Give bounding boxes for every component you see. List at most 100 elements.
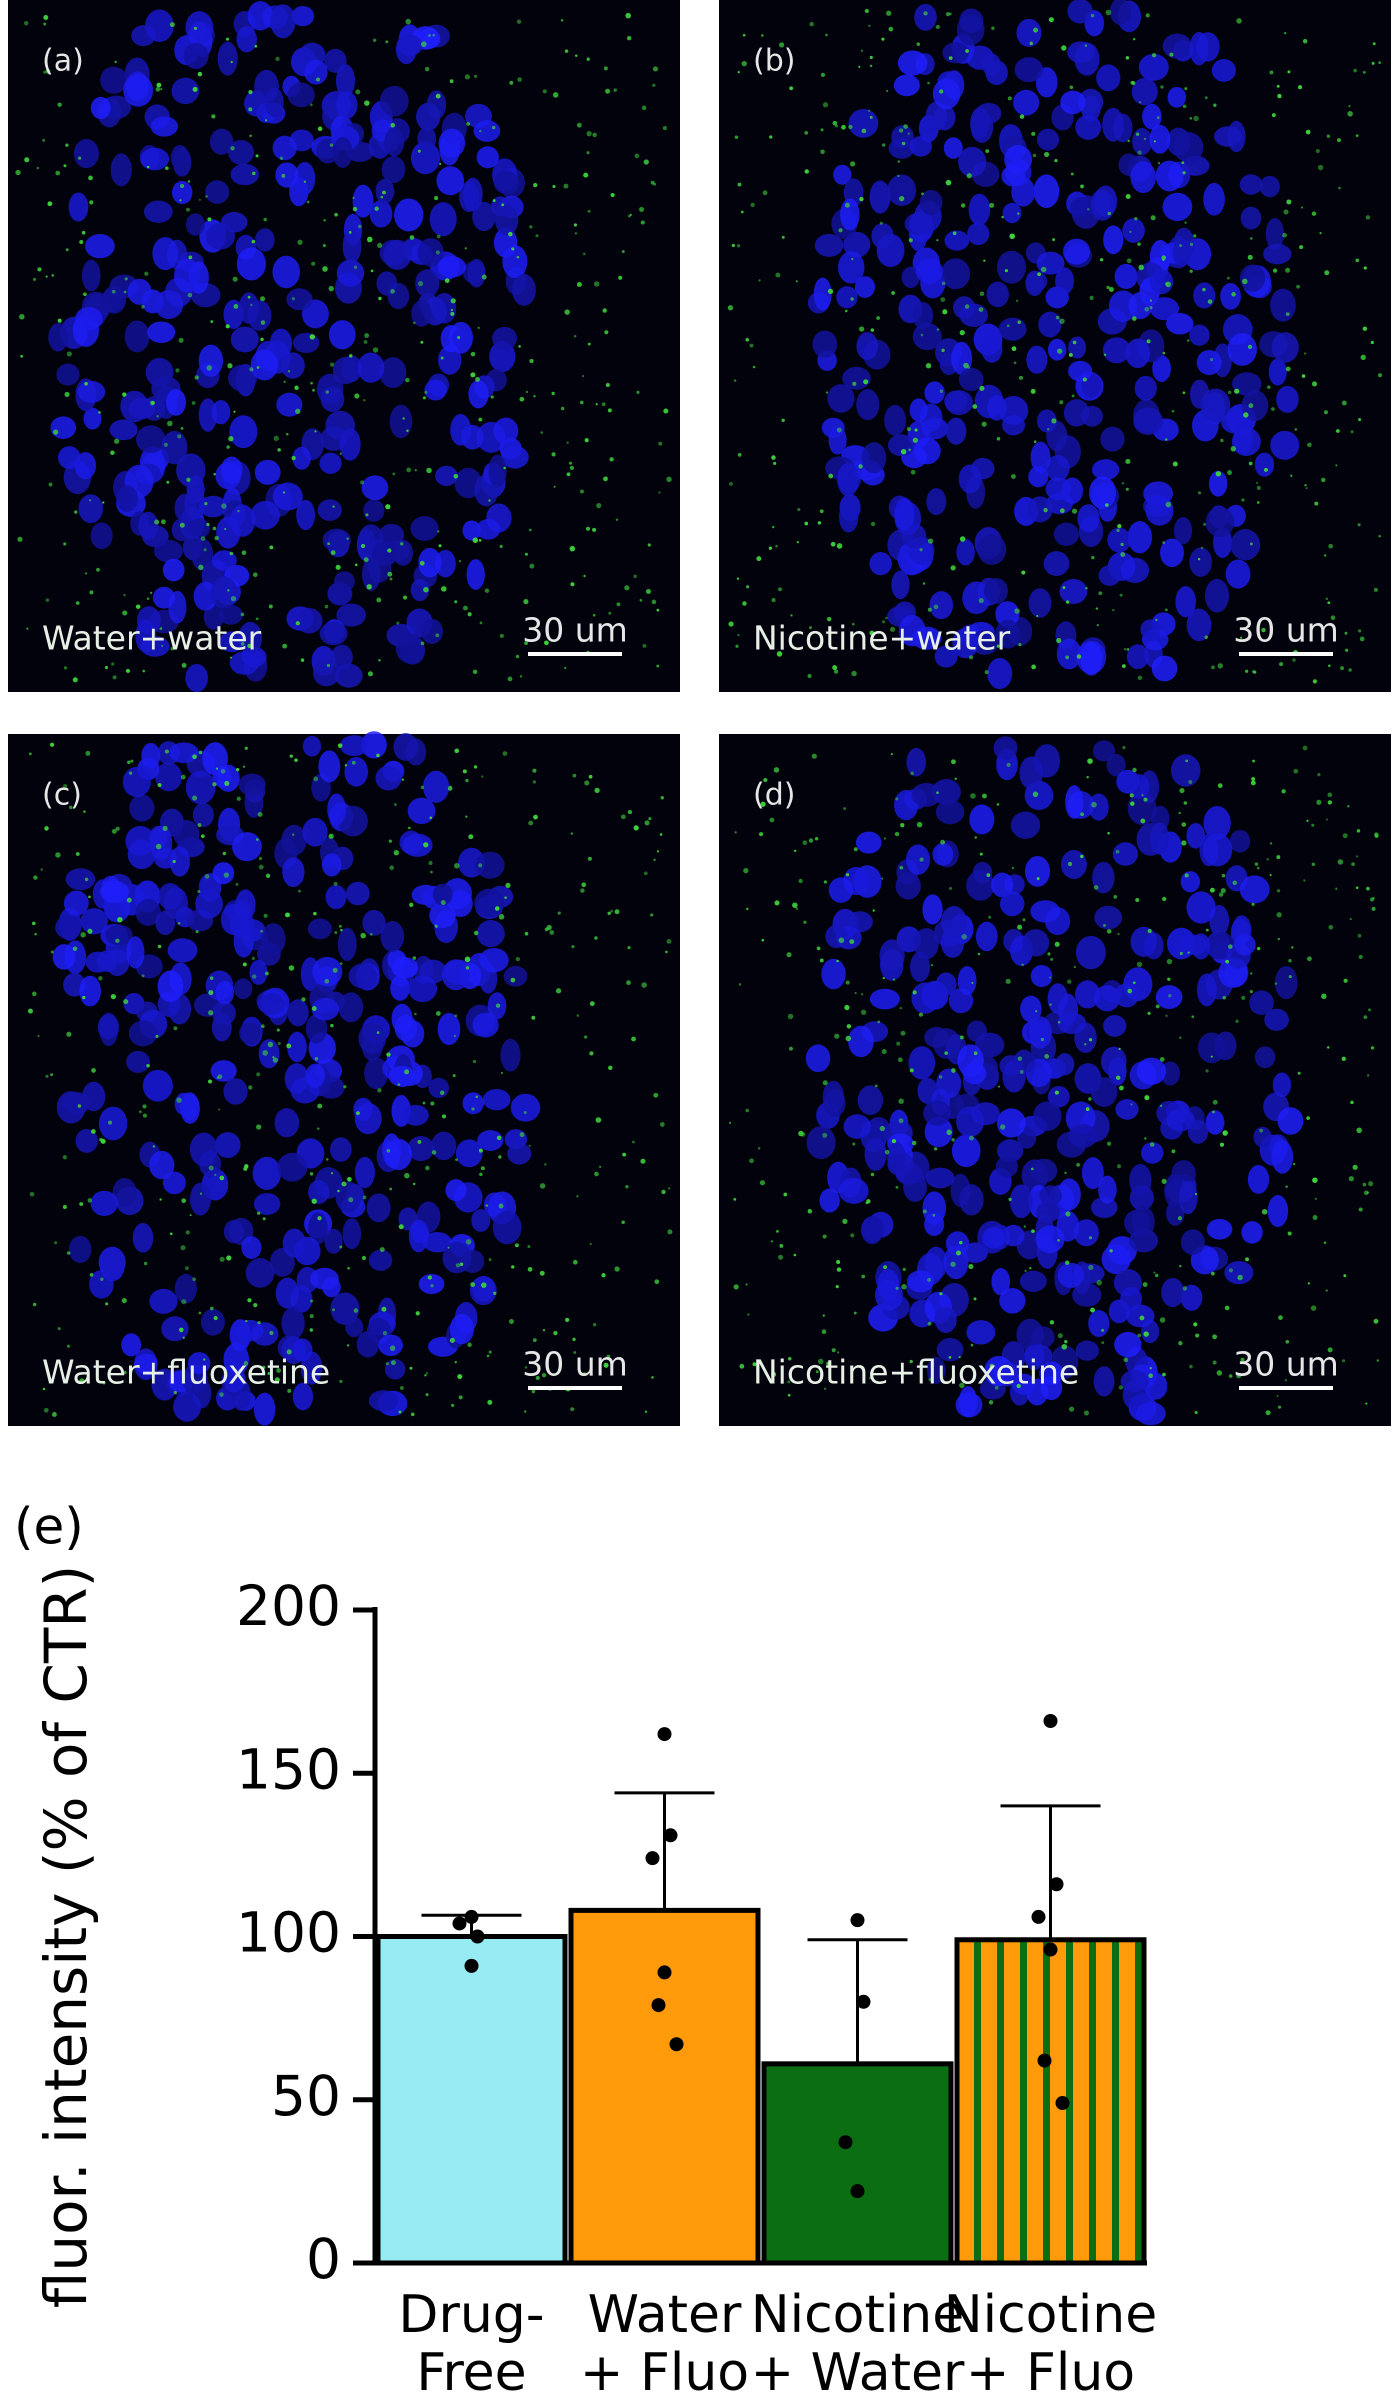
fiber-speck	[1272, 268, 1278, 273]
fiber-speck	[258, 864, 264, 870]
fiber-speck	[1328, 664, 1331, 668]
fiber-speck	[454, 600, 458, 604]
fiber-speck	[182, 1336, 185, 1339]
fiber-speck	[1220, 888, 1226, 894]
fiber-speck	[77, 156, 82, 160]
nucleus	[174, 258, 201, 293]
fiber-speck	[1098, 591, 1103, 596]
fiber-speck	[891, 1139, 897, 1144]
fiber-speck	[1021, 570, 1026, 575]
nucleus	[495, 204, 519, 236]
y-tick-label: 100	[236, 1901, 341, 1965]
fiber-speck	[914, 428, 918, 432]
nucleus	[1036, 409, 1057, 433]
nucleus	[1247, 1165, 1270, 1194]
fiber-speck	[817, 1358, 824, 1365]
fiber-speck	[508, 231, 513, 237]
fiber-speck	[564, 666, 567, 670]
fiber-speck	[1321, 477, 1326, 483]
fiber-speck	[117, 917, 123, 923]
nucleus	[512, 273, 536, 306]
fiber-speck	[49, 742, 55, 747]
nucleus	[265, 87, 284, 118]
nucleus	[1162, 192, 1193, 222]
fiber-speck	[1293, 768, 1299, 774]
fiber-speck	[872, 909, 875, 912]
fiber-speck	[1241, 498, 1245, 502]
fiber-speck	[65, 248, 69, 252]
nucleus	[330, 1292, 360, 1325]
fiber-speck	[868, 24, 871, 28]
fiber-speck	[303, 180, 306, 183]
fiber-speck	[187, 180, 191, 183]
fiber-speck	[781, 235, 785, 239]
fiber-speck	[372, 38, 377, 42]
nucleus	[1267, 1194, 1289, 1228]
data-point	[669, 2037, 684, 2052]
data-point	[645, 1851, 660, 1866]
nucleus	[335, 1181, 362, 1213]
fiber-speck	[571, 945, 575, 949]
fiber-speck	[1142, 1282, 1148, 1287]
fiber-speck	[607, 408, 612, 413]
fiber-speck	[802, 840, 808, 846]
nucleus	[1206, 1218, 1233, 1240]
nucleus	[253, 1392, 276, 1426]
fiber-speck	[1243, 412, 1249, 418]
nucleus	[58, 446, 81, 470]
fiber-speck	[256, 838, 259, 841]
fiber-speck	[1249, 990, 1253, 994]
fiber-speck	[1323, 1241, 1327, 1245]
nucleus	[1249, 990, 1274, 1015]
fiber-speck	[1314, 1197, 1317, 1200]
fiber-speck	[281, 173, 286, 178]
fiber-speck	[363, 557, 369, 563]
fiber-speck	[465, 778, 469, 783]
nucleus	[821, 958, 846, 990]
nucleus	[357, 352, 385, 383]
nucleus	[353, 1097, 374, 1121]
nucleus	[1173, 132, 1204, 163]
fiber-speck	[210, 320, 214, 324]
fiber-speck	[745, 1283, 748, 1286]
fiber-speck	[1125, 458, 1131, 465]
fiber-speck	[141, 305, 145, 309]
fiber-speck	[472, 537, 479, 543]
nucleus	[163, 887, 188, 919]
fiber-speck	[881, 1049, 887, 1055]
fiber-speck	[922, 582, 926, 585]
fiber-speck	[778, 1254, 784, 1260]
fiber-speck	[230, 595, 237, 602]
fiber-speck	[771, 598, 776, 603]
nucleus	[996, 250, 1027, 284]
fiber-speck	[286, 1349, 292, 1355]
fiber-speck	[447, 1246, 450, 1249]
fiber-speck	[173, 1390, 177, 1395]
nucleus	[1264, 1008, 1289, 1031]
fiber-speck	[1101, 1328, 1105, 1332]
fiber-speck	[1340, 666, 1345, 671]
nucleus	[968, 193, 991, 226]
fiber-speck	[869, 64, 873, 68]
fiber-speck	[1189, 242, 1194, 246]
fiber-speck	[32, 277, 37, 281]
fiber-speck	[262, 1050, 268, 1056]
fiber-speck	[1138, 101, 1142, 104]
nucleus	[410, 516, 439, 541]
nucleus	[236, 247, 266, 281]
fiber-speck	[399, 1386, 404, 1390]
nucleus	[1208, 470, 1228, 497]
nucleus	[837, 462, 859, 497]
nucleus	[437, 256, 466, 278]
bar	[954, 1937, 1147, 2266]
fiber-speck	[746, 907, 749, 911]
fiber-speck	[586, 130, 592, 137]
fiber-speck	[1256, 501, 1260, 504]
fiber-speck	[1194, 1193, 1198, 1196]
fiber-speck	[344, 764, 348, 767]
fiber-speck	[1230, 446, 1236, 452]
nucleus	[1203, 182, 1225, 216]
nucleus	[209, 128, 234, 155]
fiber-speck	[272, 1056, 275, 1059]
